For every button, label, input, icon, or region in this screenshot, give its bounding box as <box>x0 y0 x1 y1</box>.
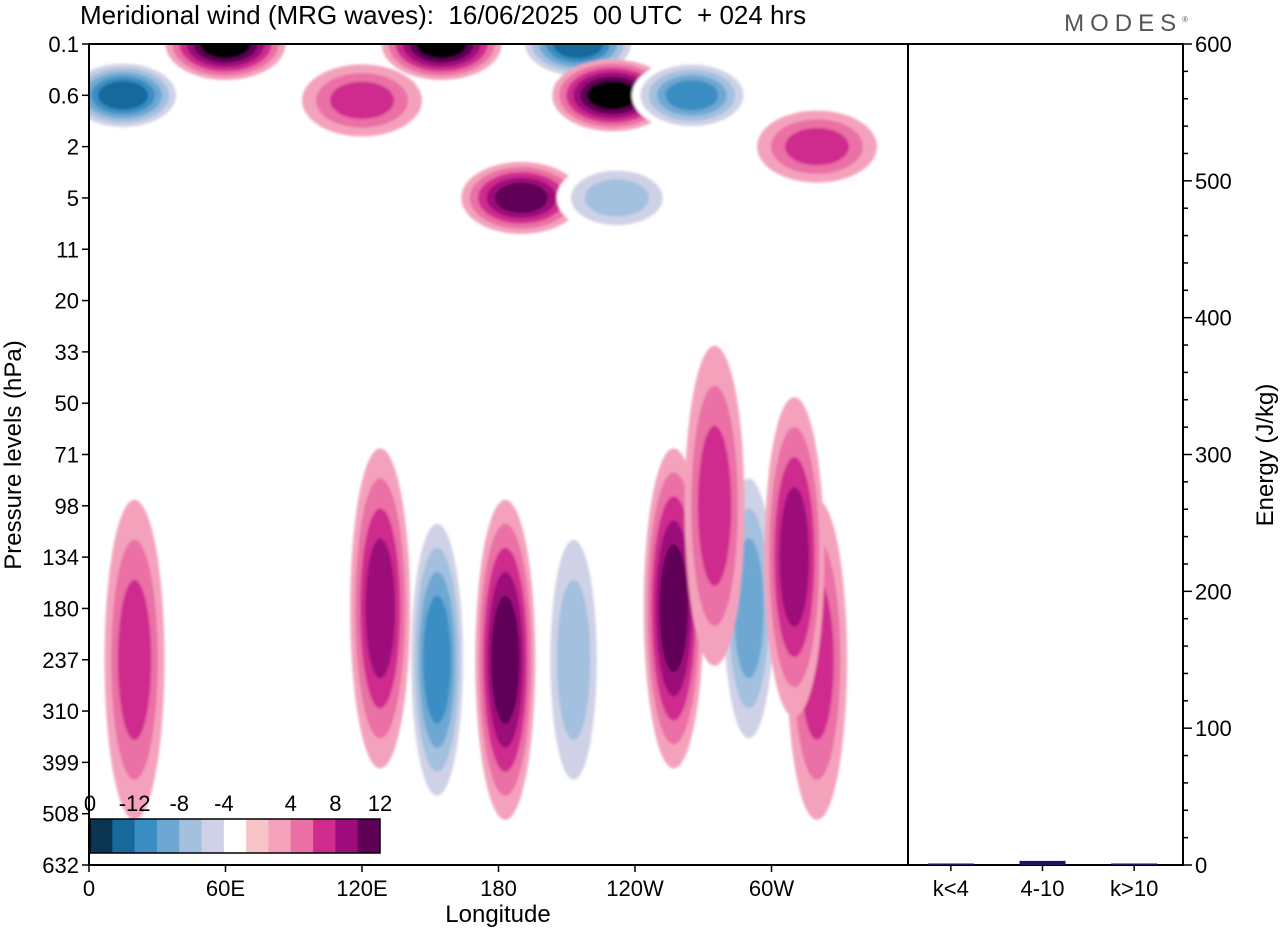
category-label: 4-10 <box>1020 876 1064 901</box>
contour-16-3 <box>117 579 152 740</box>
category-label: k>10 <box>1110 876 1158 901</box>
registered-mark: ® <box>1182 15 1188 24</box>
energy-bar-2 <box>1111 863 1158 865</box>
x-tick-label: 0 <box>83 876 95 901</box>
contour-9-3 <box>785 127 849 166</box>
energy-bar-1 <box>1019 860 1066 865</box>
x-tick-label: 180 <box>480 876 517 901</box>
colorbar-tick-label: -8 <box>169 791 189 816</box>
colorbar-swatch <box>335 819 359 853</box>
colorbar-swatch <box>268 819 292 853</box>
y-tick-label: 71 <box>55 443 79 468</box>
colorbar-swatch <box>112 819 136 853</box>
contour-17-3 <box>556 579 591 740</box>
contour-13-5 <box>659 544 688 673</box>
colorbar-tick-label: 12 <box>368 791 392 816</box>
contour-12-4 <box>365 538 396 679</box>
y-tick-label: 134 <box>42 545 79 570</box>
colorbar-swatch <box>134 819 158 853</box>
y-tick-label: 399 <box>42 750 79 775</box>
colorbar-frame <box>89 818 381 854</box>
colorbar: -12 -8 -4 0 4 8 12 <box>84 791 392 854</box>
energy-bars: k<4 4-10 k>10 <box>927 860 1158 901</box>
brand-text: MODES <box>1064 10 1183 37</box>
x-tick-label: 60W <box>749 876 794 901</box>
energy-tick-label: 300 <box>1195 443 1232 468</box>
colorbar-swatch <box>90 819 113 853</box>
chart-title: Meridional wind (MRG waves): 16/06/2025 … <box>80 0 807 30</box>
y-tick-label: 310 <box>42 699 79 724</box>
contour-18-4 <box>779 487 810 628</box>
contour-8-3 <box>330 81 394 120</box>
y-tick-label: 0.6 <box>48 83 79 108</box>
energy-bar-0 <box>927 863 974 865</box>
x-tick-label: 120W <box>606 876 664 901</box>
colorbar-tick-label: 4 <box>285 791 297 816</box>
y-tick-label: 20 <box>55 289 79 314</box>
colorbar-swatch <box>313 819 336 853</box>
y-tick-label: 98 <box>55 494 79 519</box>
colorbar-swatch <box>156 819 180 853</box>
energy-axis-label: Energy (J/kg) <box>1252 384 1279 527</box>
energy-panel-frame <box>907 43 1184 866</box>
contour-6-3 <box>584 179 649 217</box>
y-tick-label: 2 <box>67 135 79 160</box>
contour-19-3 <box>697 425 732 586</box>
x-axis-label: Longitude <box>445 901 550 928</box>
pressure-axis: 0.1 0.6 2 5 11 20 33 50 71 98 134 180 237 310 399 508 63… <box>42 32 89 878</box>
energy-axis: 0 100 200 300 400 500 600 <box>1183 32 1232 878</box>
y-tick-label: 50 <box>55 391 79 416</box>
colorbar-swatch <box>357 819 381 853</box>
y-tick-label: 0.1 <box>48 32 79 57</box>
category-label: k<4 <box>933 876 969 901</box>
y-tick-label: 33 <box>55 340 79 365</box>
colorbar-swatch <box>246 819 269 853</box>
x-tick-label: 120E <box>336 876 387 901</box>
y-tick-label: 508 <box>42 802 79 827</box>
contour-5-5 <box>494 182 548 214</box>
colorbar-tick-label: 0 <box>84 791 96 816</box>
colorbar-tick-label: 8 <box>329 791 341 816</box>
colorbar-swatch <box>290 819 314 853</box>
y-tick-label: 11 <box>56 237 79 262</box>
contour-group <box>89 44 877 820</box>
y-tick-label: 632 <box>42 853 79 878</box>
energy-tick-label: 100 <box>1195 716 1232 741</box>
colorbar-swatch <box>179 819 203 853</box>
colorbar-tick-label: -12 <box>119 791 151 816</box>
contour-11-5 <box>491 595 520 724</box>
colorbar-swatch <box>201 819 225 853</box>
energy-tick-label: 400 <box>1195 306 1232 331</box>
longitude-axis: 0 60E 120E 180 120W 60W <box>83 865 794 901</box>
modes-logo: MODES® <box>1064 10 1188 38</box>
heatmap-contours <box>89 44 877 820</box>
contour-2-6 <box>416 44 467 59</box>
contour-0-6 <box>98 81 149 110</box>
energy-tick-label: 600 <box>1195 32 1232 57</box>
colorbar-swatch <box>223 819 247 853</box>
y-tick-label: 180 <box>42 596 79 621</box>
contour-4-6 <box>587 81 638 110</box>
energy-tick-label: 500 <box>1195 169 1232 194</box>
x-tick-label: 60E <box>206 876 245 901</box>
y-axis-label: Pressure levels (hPa) <box>0 340 27 569</box>
y-tick-label: 5 <box>67 186 79 211</box>
energy-tick-label: 0 <box>1195 853 1207 878</box>
contour-10-5 <box>423 595 452 724</box>
colorbar-tick-label: -4 <box>214 791 234 816</box>
energy-tick-label: 200 <box>1195 579 1232 604</box>
contour-7-5 <box>665 80 719 111</box>
contour-3-6 <box>553 44 604 59</box>
y-tick-label: 237 <box>42 648 79 673</box>
contour-1-6 <box>200 44 251 59</box>
